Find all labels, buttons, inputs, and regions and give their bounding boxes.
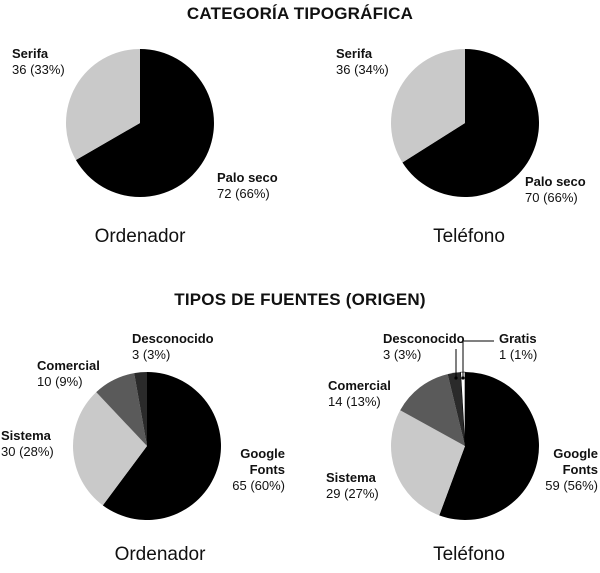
pie2-slice-comercial: [96, 373, 147, 446]
section-title-categoria: CATEGORÍA TIPOGRÁFICA: [186, 4, 414, 23]
pie3-label-desconocido: Desconocido 3 (3%): [383, 331, 465, 363]
pie0-paloseco-name: Palo seco: [217, 170, 278, 185]
pie2-slice-sistema: [72, 392, 147, 506]
pie3-leader-dot-0: [454, 376, 458, 380]
pie-chart-0: [65, 49, 214, 197]
pie2-slice-google-fonts: [102, 372, 221, 520]
pie3-label-sistema: Sistema 29 (27%): [326, 470, 379, 502]
pie0-slice-serifa: [65, 49, 140, 160]
pie2-label-sistema: Sistema 30 (28%): [1, 428, 54, 460]
pie3-sistema-name: Sistema: [326, 470, 376, 485]
pie3-slice-sistema: [391, 410, 465, 516]
pie2-desconocido-name: Desconocido: [132, 331, 214, 346]
pie2-label-desconocido: Desconocido 3 (3%): [132, 331, 214, 363]
pie2-google-value: 65 (60%): [232, 478, 285, 493]
pie0-label-serifa: Serifa 36 (33%): [12, 46, 65, 78]
pie2-slice-desconocido: [134, 372, 147, 446]
pie2-google-name: Google Fonts: [240, 446, 285, 477]
section-title-tipos: TIPOS DE FUENTES (ORIGEN): [174, 290, 426, 309]
pie1-slice-serifa: [391, 49, 465, 163]
pie-chart-2: [72, 372, 221, 520]
pie0-slice-palo-seco: [75, 49, 214, 197]
pie3-slice-google-fonts: [439, 372, 539, 520]
pie3-desconocido-name: Desconocido: [383, 331, 465, 346]
pie2-label-comercial: Comercial 10 (9%): [37, 358, 100, 390]
pie3-leader-dot-1: [461, 376, 465, 380]
pie1-serifa-name: Serifa: [336, 46, 373, 61]
pie1-paloseco-value: 70 (66%): [525, 190, 578, 205]
pie-chart-3: [391, 371, 539, 520]
pie1-label-serifa: Serifa 36 (34%): [336, 46, 389, 78]
pie-chart-1: [391, 49, 540, 198]
pie2-sistema-name: Sistema: [1, 428, 51, 443]
pie3-slice-comercial: [400, 374, 465, 446]
pie3-google-value: 59 (56%): [545, 478, 598, 493]
pie2-comercial-value: 10 (9%): [37, 374, 83, 389]
pie0-label-paloseco: Palo seco 72 (66%): [217, 170, 278, 202]
pie1-paloseco-name: Palo seco: [525, 174, 586, 189]
pie1-slice-palo-seco: [402, 49, 540, 198]
pie2-desconocido-value: 3 (3%): [132, 347, 171, 362]
pie1-serifa-value: 36 (34%): [336, 62, 389, 77]
pie3-desconocido-value: 3 (3%): [383, 347, 422, 362]
pie0-serifa-name: Serifa: [12, 46, 49, 61]
pie0-caption: Ordenador: [94, 226, 186, 247]
pie3-sistema-value: 29 (27%): [326, 486, 379, 501]
pie3-gratis-value: 1 (1%): [499, 347, 538, 362]
pie1-caption: Teléfono: [433, 226, 505, 247]
pie3-label-google: Google Fonts 59 (56%): [518, 446, 598, 494]
pie0-serifa-value: 36 (33%): [12, 62, 65, 77]
pie3-gratis-name: Gratis: [499, 331, 537, 346]
pie3-slice-desconocido: [447, 372, 465, 446]
pie1-label-paloseco: Palo seco 70 (66%): [525, 174, 586, 206]
pie3-label-gratis: Gratis 1 (1%): [499, 331, 537, 363]
pie3-google-name: Google Fonts: [553, 446, 598, 477]
pie2-comercial-name: Comercial: [37, 358, 100, 373]
pie3-comercial-value: 14 (13%): [328, 394, 381, 409]
pie0-paloseco-value: 72 (66%): [217, 186, 270, 201]
pie3-label-comercial: Comercial 14 (13%): [328, 378, 391, 410]
pie3-caption: Teléfono: [433, 544, 505, 565]
pie2-caption: Ordenador: [114, 544, 206, 565]
pie3-comercial-name: Comercial: [328, 378, 391, 393]
pie2-sistema-value: 30 (28%): [1, 444, 54, 459]
pie2-label-google: Google Fonts 65 (60%): [205, 446, 285, 494]
